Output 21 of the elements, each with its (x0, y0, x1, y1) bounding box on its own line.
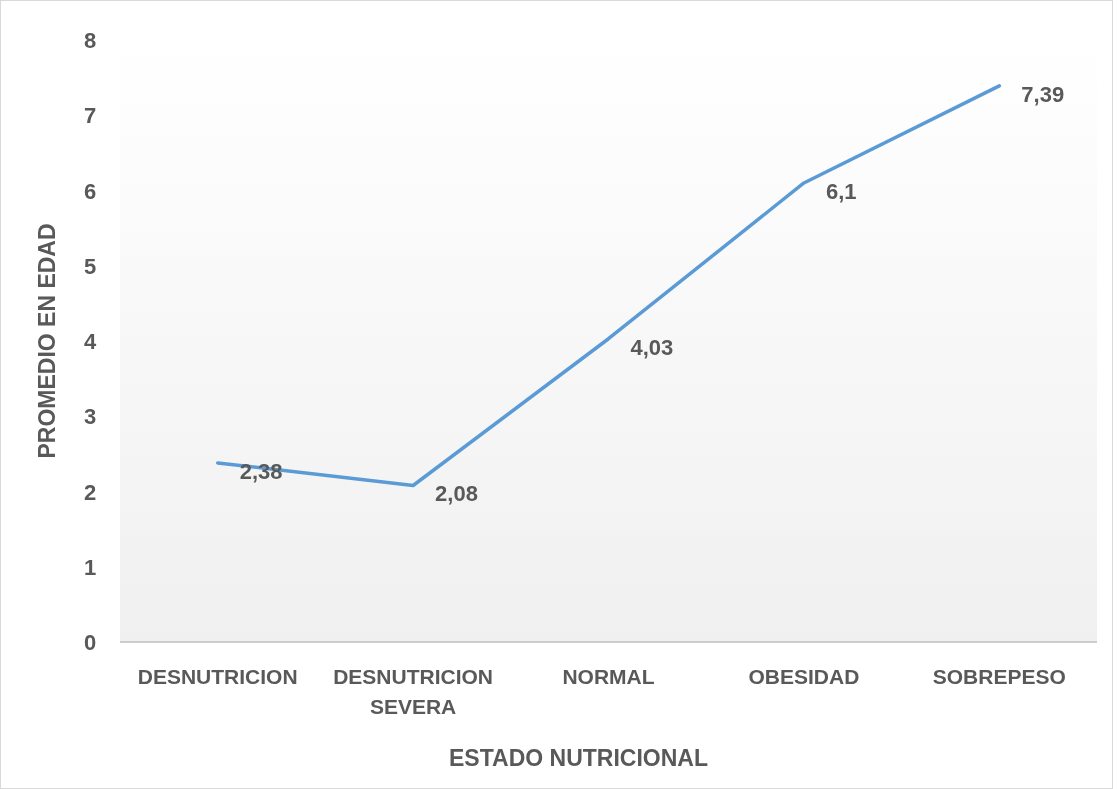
x-tick-label: NORMAL (562, 665, 655, 688)
y-tick-label: 1 (83, 554, 97, 580)
y-tick-label: 2 (83, 479, 97, 505)
y-tick-label: 6 (83, 178, 97, 204)
x-tick-label: DESNUTRICION SEVERA (333, 665, 494, 718)
x-tick-label: OBESIDAD (748, 665, 860, 688)
data-label: 4,03 (630, 334, 674, 360)
y-tick-label: 7 (83, 103, 97, 129)
line-series (215, 84, 1002, 488)
y-axis-title: PROMEDIO EN EDAD (34, 223, 60, 459)
data-label: 6,1 (825, 178, 857, 204)
y-tick-label: 5 (83, 253, 97, 279)
data-label: 2,08 (435, 481, 478, 507)
y-tick-label: 3 (83, 404, 97, 430)
y-tick-label: 8 (83, 28, 97, 53)
y-tick-label: 4 (83, 329, 97, 354)
x-tick-label: SOBREPESO (932, 665, 1066, 688)
x-tick-label: DESNUTRICION (137, 665, 298, 688)
y-tick-label: 0 (83, 630, 97, 655)
x-axis-title: ESTADO NUTRICIONAL (449, 745, 708, 771)
data-label: 7,39 (1021, 81, 1065, 107)
